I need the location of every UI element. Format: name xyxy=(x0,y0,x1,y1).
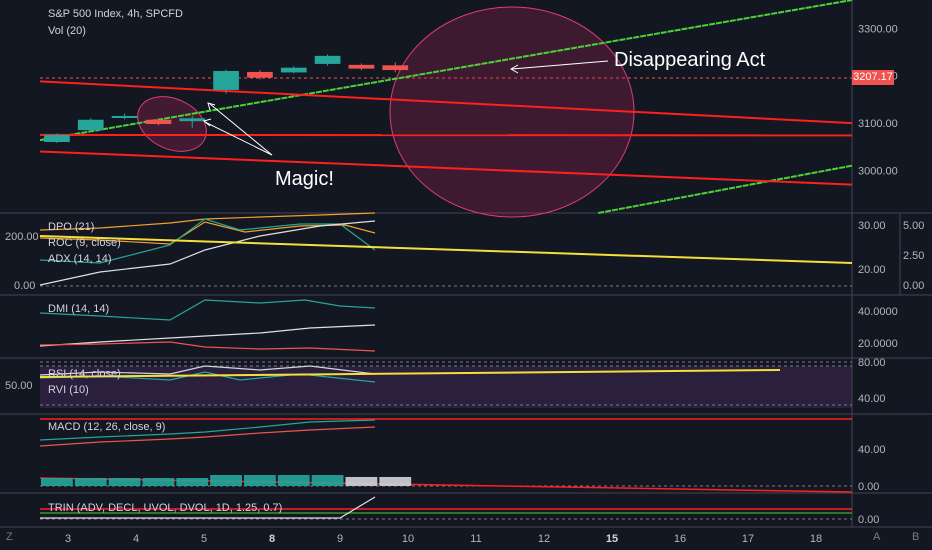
x-tick-18: 18 xyxy=(810,533,822,545)
symbol-title: S&P 500 Index, 4h, SPCFD xyxy=(48,8,183,20)
x-tick-3: 3 xyxy=(65,533,71,545)
macd-bar-10 xyxy=(379,477,412,486)
candle-body-2 xyxy=(111,115,138,118)
dpo-far-tick-0: 0.00 xyxy=(903,280,924,292)
candle-body-8 xyxy=(314,55,341,64)
dpo-pane-lines xyxy=(39,212,853,286)
macd-bar-8 xyxy=(311,475,344,486)
disappearing-act-annotation: Disappearing Act xyxy=(614,49,766,71)
rsi-tick-40: 40.00 xyxy=(858,393,886,405)
timezone-icon[interactable]: Z xyxy=(6,531,13,543)
rsi-tick-80: 80.00 xyxy=(858,357,886,369)
x-tick-5: 5 xyxy=(201,533,207,545)
trendlines xyxy=(39,0,853,214)
indicator-label-rsi[interactable]: RSI (14, close) xyxy=(48,368,121,380)
candle-body-7 xyxy=(280,67,307,73)
trin-pane-lines xyxy=(40,496,852,519)
macd-pane-lines xyxy=(39,418,853,493)
macd-bar-2 xyxy=(108,478,141,486)
candle-body-0 xyxy=(44,134,70,142)
x-tick-10: 10 xyxy=(402,533,414,545)
x-tick-4: 4 xyxy=(133,533,139,545)
last-price-tag: 3207.17 xyxy=(852,70,894,85)
trendline-green-0 xyxy=(39,0,853,142)
dmi-tick-40: 40.0000 xyxy=(858,306,898,318)
pane-separators xyxy=(0,0,932,528)
volume-label: Vol (20) xyxy=(48,25,86,37)
macd-tick-40: 40.00 xyxy=(858,444,886,456)
candle-body-4 xyxy=(179,118,206,122)
auto-scale-button[interactable]: A xyxy=(873,531,881,543)
rsi-left-tick-50: 50.00 xyxy=(5,380,33,392)
dpo-right-tick-30: 30.00 xyxy=(858,220,886,232)
macd-bar-0 xyxy=(41,478,73,486)
dpo-far-tick-2-5: 2.50 xyxy=(903,250,924,262)
rsi-pane-lines xyxy=(39,365,781,383)
log-scale-button[interactable]: B xyxy=(912,531,920,543)
candle-body-1 xyxy=(77,119,104,131)
magic-annotation: Magic! xyxy=(275,168,334,190)
candle-body-9 xyxy=(348,64,375,69)
x-tick-17: 17 xyxy=(742,533,754,545)
x-axis: 3 4 5 8 9 10 11 12 15 16 17 18 xyxy=(65,533,822,545)
price-tick-3300: 3300.00 xyxy=(858,23,898,35)
candle-body-5 xyxy=(213,71,239,90)
dmi-tick-20: 20.0000 xyxy=(858,338,898,350)
candle-body-10 xyxy=(382,65,409,71)
candle-body-3 xyxy=(145,119,172,125)
disappearing-ellipse xyxy=(389,6,635,218)
trendline-red-4 xyxy=(39,150,853,186)
indicator-label-dmi[interactable]: DMI (14, 14) xyxy=(48,303,110,315)
macd-bar-1 xyxy=(74,478,107,486)
macd-tick-0: 0.00 xyxy=(858,481,879,493)
dpo-left-tick-0: 0.00 xyxy=(14,280,35,292)
indicator-label-rvi[interactable]: RVI (10) xyxy=(48,384,89,396)
macd-bar-9 xyxy=(345,477,378,486)
price-tick-3000: 3000.00 xyxy=(858,165,898,177)
indicator-label-trin[interactable]: TRIN (ADV, DECL, UVOL, DVOL, 1D, 1.25, 0… xyxy=(48,502,283,514)
macd-bar-3 xyxy=(142,478,175,486)
dpo-right-tick-20: 20.00 xyxy=(858,264,886,276)
trendline-red-2 xyxy=(39,80,853,125)
candles xyxy=(44,54,409,143)
indicator-label-adx[interactable]: ADX (14, 14) xyxy=(48,253,112,265)
trendline-green-1 xyxy=(598,164,853,214)
price-tick-3100: 3100.00 xyxy=(858,118,898,130)
annotation-arrows xyxy=(202,60,609,156)
indicator-label-roc[interactable]: ROC (9, close) xyxy=(48,237,121,249)
x-tick-9: 9 xyxy=(337,533,343,545)
dmi-pane-lines xyxy=(39,299,376,352)
x-tick-11: 11 xyxy=(470,533,481,545)
indicator-label-macd[interactable]: MACD (12, 26, close, 9) xyxy=(48,421,166,433)
dpo-far-tick-5: 5.00 xyxy=(903,220,924,232)
macd-bar-6 xyxy=(244,475,276,486)
trin-tick-0: 0.00 xyxy=(858,514,879,526)
x-tick-16: 16 xyxy=(674,533,686,545)
macd-bar-4 xyxy=(176,478,209,486)
macd-bar-5 xyxy=(210,475,242,486)
indicator-label-dpo[interactable]: DPO (21) xyxy=(48,221,95,233)
magic-ellipse xyxy=(137,96,207,152)
x-tick-8: 8 xyxy=(269,533,275,545)
candle-body-6 xyxy=(247,71,273,78)
indicator-axes: 200.00 0.00 30.00 20.00 5.00 2.50 0.00 4… xyxy=(5,220,924,526)
dpo-left-tick-200: 200.00 xyxy=(5,231,39,243)
macd-bar-7 xyxy=(277,475,310,486)
x-tick-15: 15 xyxy=(606,533,618,545)
x-tick-12: 12 xyxy=(538,533,550,545)
macd-histogram xyxy=(41,475,412,486)
